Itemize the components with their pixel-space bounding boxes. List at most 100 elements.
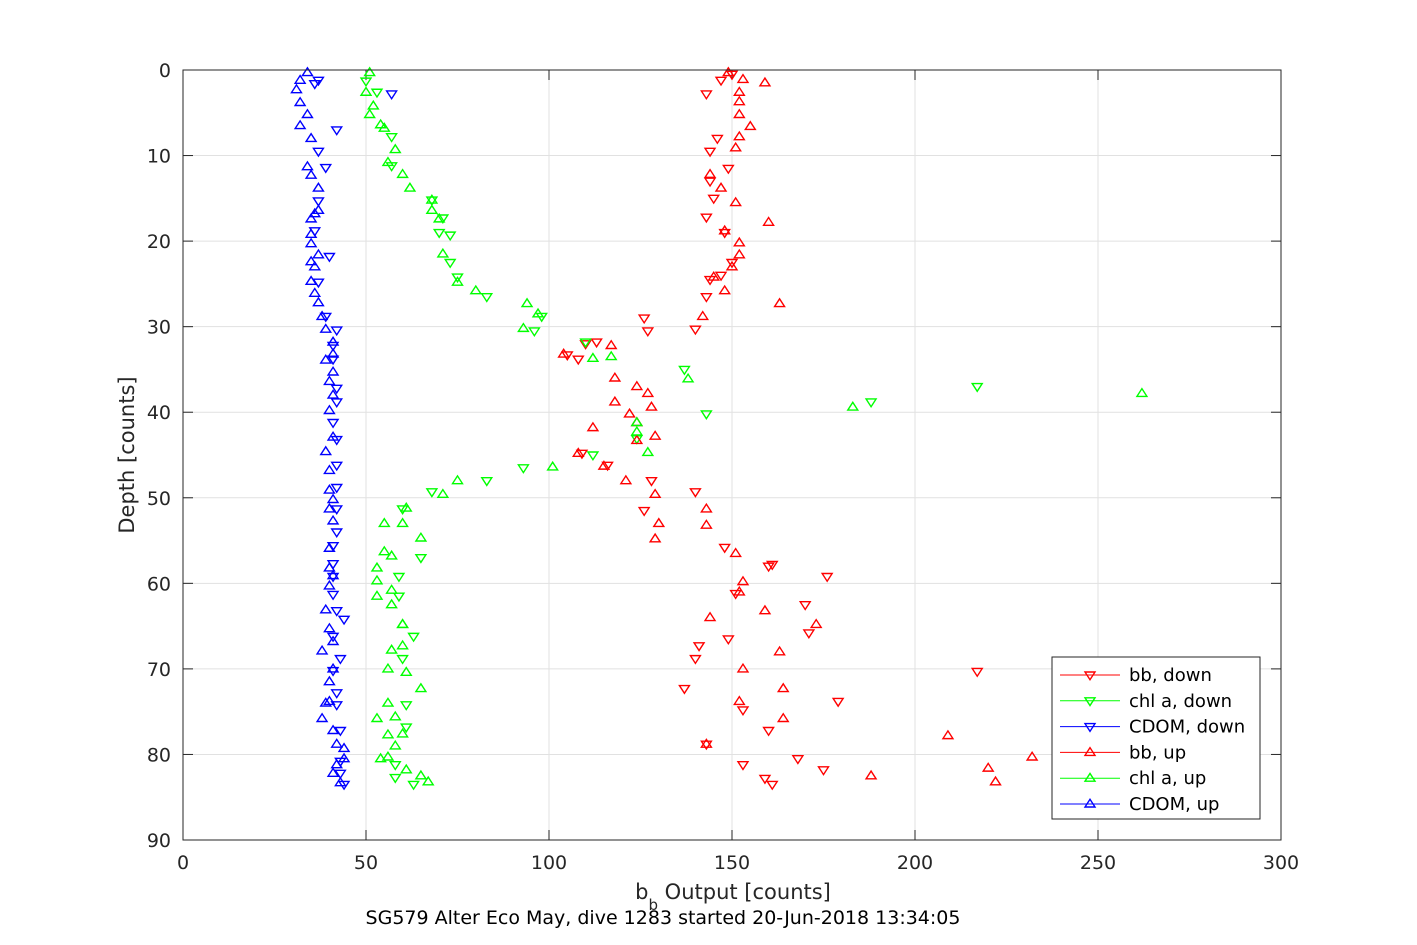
data-point: [736, 662, 750, 673]
data-point: [707, 271, 720, 281]
data-point: [304, 275, 318, 286]
data-point: [385, 584, 398, 594]
data-point: [711, 134, 724, 145]
data-point: [776, 712, 790, 723]
data-point: [392, 592, 406, 603]
data-point: [700, 410, 713, 420]
data-point: [1025, 750, 1039, 761]
data-point: [443, 258, 457, 269]
data-point: [579, 338, 592, 349]
data-point: [791, 755, 805, 765]
x-tick-label: 250: [1080, 852, 1116, 874]
data-point: [744, 120, 757, 131]
data-point: [326, 336, 340, 346]
legend-marker: [1083, 746, 1097, 757]
data-point: [323, 561, 336, 572]
data-point: [396, 517, 409, 528]
data-point: [451, 474, 464, 485]
data-point: [630, 434, 644, 445]
data-point: [718, 543, 731, 554]
data-point: [981, 762, 995, 772]
data-point: [407, 780, 420, 791]
data-point: [608, 371, 622, 382]
data-point: [323, 484, 336, 494]
data-point: [378, 517, 391, 528]
data-point: [381, 750, 395, 761]
data-point: [326, 635, 340, 646]
data-point: [293, 96, 307, 107]
data-point: [403, 182, 417, 192]
data-point: [645, 401, 658, 411]
data-point: [326, 632, 340, 643]
data-point: [637, 314, 651, 325]
data-point: [989, 775, 1002, 786]
data-point: [337, 742, 351, 753]
y-tick-label: 20: [147, 231, 171, 253]
data-point: [758, 604, 772, 615]
data-point: [725, 258, 739, 269]
data-point: [326, 590, 340, 601]
data-point: [736, 706, 750, 716]
data-point: [334, 776, 347, 787]
data-point: [315, 644, 329, 655]
data-point: [388, 773, 402, 784]
data-point: [326, 341, 340, 352]
data-point: [323, 464, 336, 475]
data-point: [729, 547, 742, 558]
data-point: [399, 701, 413, 711]
data-point: [414, 553, 428, 564]
data-point: [700, 519, 713, 529]
data-point: [601, 461, 614, 472]
data-point: [586, 352, 600, 363]
x-tick-label: 300: [1263, 852, 1299, 874]
data-point: [308, 287, 322, 297]
data-point: [308, 79, 322, 90]
data-point: [703, 611, 717, 622]
data-point: [319, 312, 333, 323]
data-point: [703, 177, 717, 188]
data-point: [579, 340, 592, 350]
data-point: [765, 780, 779, 791]
data-point: [531, 307, 545, 318]
data-point: [326, 767, 340, 777]
data-point: [385, 549, 398, 560]
data-point: [330, 689, 344, 699]
x-tick-label: 150: [714, 852, 750, 874]
data-point: [630, 425, 644, 436]
data-point: [451, 276, 464, 286]
data-point: [396, 618, 409, 629]
data-point: [312, 197, 325, 207]
data-point: [381, 697, 395, 707]
data-point: [722, 635, 735, 645]
data-point: [443, 231, 457, 242]
legend-item: chl a, up: [1060, 768, 1206, 789]
data-point: [970, 667, 984, 678]
data-point: [312, 204, 325, 215]
data-point: [326, 348, 340, 358]
data-point: [315, 310, 329, 321]
data-point: [323, 252, 336, 263]
series-3: [557, 66, 1039, 786]
data-point: [736, 73, 750, 84]
data-point: [301, 108, 314, 119]
data-point: [714, 76, 728, 87]
data-point: [323, 579, 336, 590]
data-point: [399, 666, 413, 677]
legend-item: CDOM, up: [1060, 794, 1219, 815]
data-point: [733, 585, 746, 596]
legend-marker: [1083, 797, 1097, 808]
data-point: [396, 168, 409, 179]
data-point: [517, 322, 530, 333]
series-4: [359, 66, 1149, 786]
data-point: [388, 739, 402, 750]
data-point: [330, 126, 344, 136]
data-point: [381, 728, 395, 739]
y-tick-label: 60: [147, 573, 171, 595]
data-point: [641, 327, 655, 337]
data-point: [652, 517, 666, 528]
data-point: [641, 387, 655, 398]
data-point: [425, 194, 439, 204]
data-point: [762, 726, 775, 737]
data-point: [414, 769, 428, 780]
